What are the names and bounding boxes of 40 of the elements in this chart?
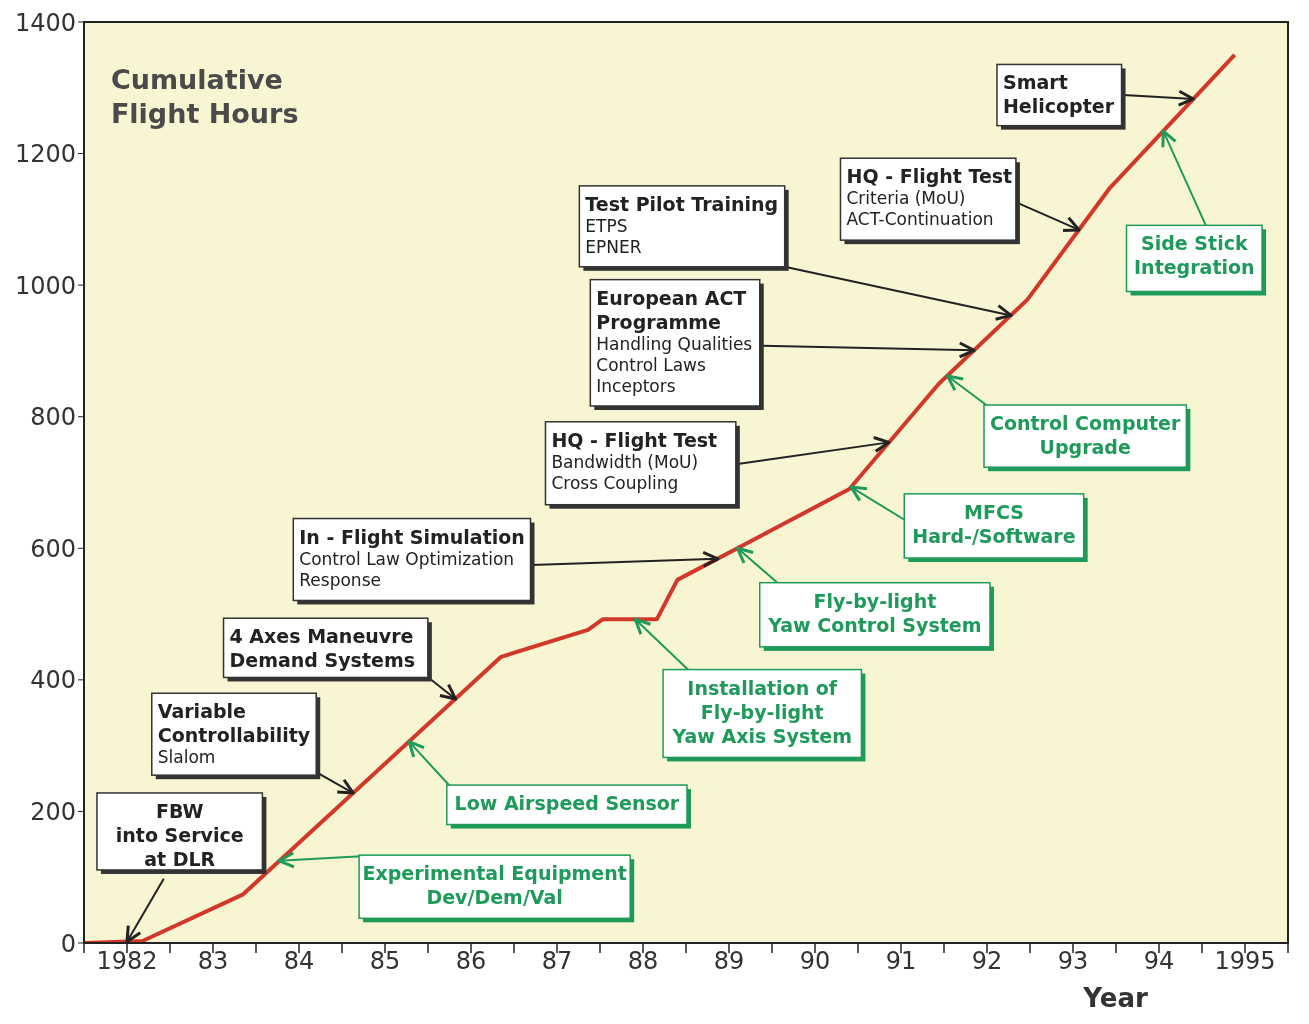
x-axis-title: Year xyxy=(1082,983,1148,1013)
y-tick-label: 1200 xyxy=(14,140,76,169)
x-tick-label: 84 xyxy=(283,947,315,975)
annotation: Side Stick Integration xyxy=(1134,232,1255,279)
x-tick-label: 92 xyxy=(971,947,1003,975)
annotation: Variable Controllability Slalom xyxy=(157,700,311,768)
annotation: 4 Axes Maneuvre Demand Systems xyxy=(229,625,416,672)
annotation: Installation of Fly-by-light Yaw Axis System xyxy=(671,676,853,747)
y-tick-label: 1400 xyxy=(14,8,76,37)
annotation: Experimental Equipment Dev/Dem/Val xyxy=(362,862,627,909)
x-tick-label: 89 xyxy=(713,947,745,975)
annotation: Low Airspeed Sensor xyxy=(454,792,680,815)
x-tick-label: 88 xyxy=(627,947,659,975)
annotation: HQ - Flight Test Bandwidth (MoU) Cross Coupling xyxy=(551,428,718,493)
annotation: MFCS Hard-/Software xyxy=(912,500,1076,547)
y-tick-label: 400 xyxy=(30,666,76,695)
x-tick-label: 87 xyxy=(541,947,573,975)
y-tick-label: 1000 xyxy=(14,271,76,300)
x-tick-label: 94 xyxy=(1143,947,1175,975)
x-tick-label: 1995 xyxy=(1214,947,1276,975)
text: Cumulative Flight Hours xyxy=(110,64,299,130)
y-tick-label: 600 xyxy=(30,534,76,563)
y-tick-label: 200 xyxy=(30,797,76,826)
annotation: Test Pilot Training ETPS EPNER xyxy=(585,192,779,257)
x-tick-label: 90 xyxy=(799,947,831,975)
y-tick-label: 800 xyxy=(30,403,76,432)
y-tick-label: 0 xyxy=(60,929,76,958)
x-tick-label: 93 xyxy=(1057,947,1089,975)
x-tick-label: 83 xyxy=(197,947,229,975)
annotation: European ACT Programme Handling Qualities Control Laws Inceptors xyxy=(596,286,753,396)
x-tick-label: 1982 xyxy=(96,947,158,975)
x-tick-label: 91 xyxy=(885,947,917,975)
annotation: FBW into Service at DLR xyxy=(115,799,244,870)
annotation: HQ - Flight Test Criteria (MoU) ACT-Continuation xyxy=(846,165,1013,230)
annotation: Fly-by-light Yaw Control System xyxy=(767,589,982,636)
annotation: Control Computer Upgrade xyxy=(989,412,1182,459)
x-tick-label: 85 xyxy=(369,947,401,975)
annotation: Smart Helicopter xyxy=(1002,71,1115,118)
x-tick-label: 86 xyxy=(455,947,487,975)
annotation: In - Flight Simulation Control Law Optimization Response xyxy=(299,525,525,590)
